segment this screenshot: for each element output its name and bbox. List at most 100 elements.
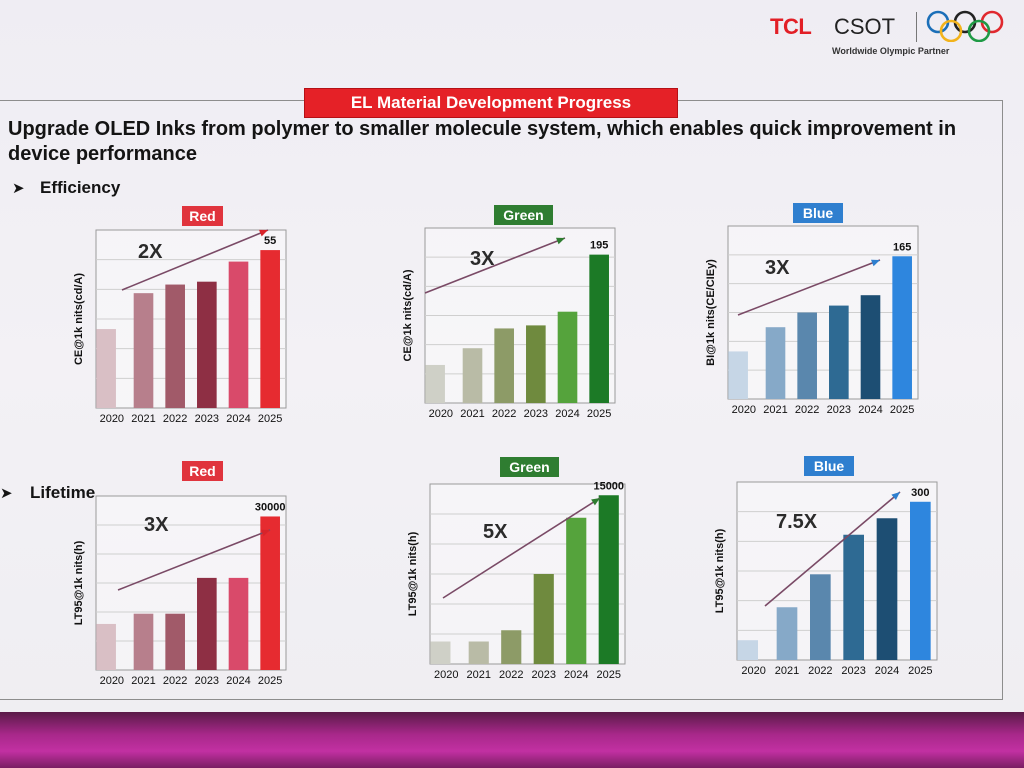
arrow-head-icon (556, 237, 565, 245)
chart-3: Blue BI@1k nits(CE/CIEy) 2020 2021 2022 2023 2… (705, 203, 919, 416)
chart-title: Green (509, 459, 549, 475)
bar-2023 (197, 281, 217, 408)
slide: TCL CSOT Worldwide Olympic Partner EL Ma… (0, 0, 1024, 730)
stage-background (0, 712, 1024, 768)
bar-2025 (910, 501, 931, 660)
trend-arrow (737, 259, 881, 316)
x-tick-label: 2025 (890, 404, 914, 416)
bar-2024 (228, 577, 249, 670)
bar-2021 (776, 607, 798, 660)
data-label: 55 (264, 235, 276, 247)
chart-title: Blue (814, 458, 845, 474)
bar-2024 (860, 295, 881, 399)
x-tick-label: 2024 (226, 675, 250, 687)
x-tick-label: 2022 (163, 675, 187, 687)
y-axis-label: BI@1k nits(CE/CIEy) (705, 259, 717, 366)
x-tick-label: 2020 (429, 408, 453, 420)
x-tick-label: 2020 (434, 669, 458, 681)
x-tick-label: 2022 (808, 665, 832, 677)
bar-2020 (737, 640, 758, 660)
bar-2022 (165, 613, 185, 670)
slide-title: EL Material Development Progress (304, 88, 678, 118)
bar-2020 (728, 351, 748, 399)
bar-2025 (892, 256, 912, 399)
chart-title-tag (793, 203, 843, 223)
bar-2022 (501, 630, 522, 664)
x-tick-label: 2024 (226, 413, 250, 425)
bar-2023 (197, 577, 217, 670)
y-axis-label: CE@1k nits(cd/A) (73, 273, 85, 365)
chart-title: Blue (803, 205, 834, 221)
x-tick-label: 2021 (131, 413, 155, 425)
bar-2025 (598, 495, 619, 664)
x-tick-label: 2024 (875, 665, 899, 677)
x-tick-label: 2023 (195, 675, 219, 687)
trend-arrow (764, 491, 901, 607)
chart-title-tag (500, 457, 559, 477)
olympic-partner-label: Worldwide Olympic Partner (832, 46, 950, 56)
chart-title-tag (804, 456, 854, 476)
x-tick-label: 2021 (775, 665, 799, 677)
growth-annotation: 2X (138, 241, 163, 263)
trend-arrow (121, 229, 269, 291)
bar-2021 (133, 293, 154, 408)
y-axis-label: LT95@1k nits(h) (714, 528, 726, 613)
bullet-efficiency-icon: ➤ (12, 180, 25, 197)
bar-2024 (876, 518, 898, 660)
bar-2023 (533, 574, 554, 664)
chart-title-tag (494, 205, 553, 225)
bar-2020 (96, 329, 116, 408)
arrow-head-icon (871, 259, 880, 267)
arrow-head-icon (261, 529, 270, 537)
section-efficiency: Efficiency (40, 178, 121, 197)
csot-logo: CSOT (834, 14, 896, 39)
x-tick-label: 2021 (467, 669, 491, 681)
x-tick-label: 2020 (741, 665, 765, 677)
x-tick-label: 2022 (163, 413, 187, 425)
x-tick-label: 2025 (597, 669, 621, 681)
x-tick-label: 2021 (763, 404, 787, 416)
bar-2021 (765, 327, 786, 399)
x-tick-label: 2022 (795, 404, 819, 416)
bar-2024 (557, 311, 578, 403)
y-axis-label: LT95@1k nits(h) (73, 540, 85, 625)
bar-2021 (133, 613, 154, 670)
charts-layer: Red CE@1k nits(cd/A) 2020 2021 2022 2023 2024 2… (73, 203, 938, 687)
bar-2020 (96, 623, 116, 670)
bar-2025 (589, 254, 609, 403)
x-tick-label: 2021 (131, 675, 155, 687)
data-label: 300 (911, 487, 929, 499)
chart-5: Green LT95@1k nits(h) 2020 2021 2022 2023 2024… (407, 457, 626, 681)
chart-title: Red (189, 208, 215, 224)
bar-2022 (810, 574, 831, 660)
x-tick-label: 2023 (195, 413, 219, 425)
y-axis-label: LT95@1k nits(h) (407, 531, 419, 616)
x-tick-label: 2024 (555, 408, 579, 420)
x-tick-label: 2023 (841, 665, 865, 677)
bar-2025 (260, 516, 280, 670)
arrow-head-icon (891, 492, 900, 501)
x-tick-label: 2023 (827, 404, 851, 416)
x-tick-label: 2023 (524, 408, 548, 420)
x-tick-label: 2024 (858, 404, 882, 416)
data-label: 15000 (593, 480, 624, 492)
x-tick-label: 2021 (460, 408, 484, 420)
x-tick-label: 2025 (258, 675, 282, 687)
chart-title-tag (182, 206, 223, 226)
chart-title: Green (503, 207, 543, 223)
bar-2022 (797, 312, 817, 399)
data-label: 165 (893, 241, 911, 253)
x-tick-label: 2020 (732, 404, 756, 416)
x-tick-label: 2025 (908, 665, 932, 677)
x-tick-label: 2023 (532, 669, 556, 681)
bar-2024 (566, 517, 587, 664)
x-tick-label: 2022 (492, 408, 516, 420)
growth-annotation: 7.5X (776, 511, 818, 533)
trend-arrow (117, 529, 271, 591)
arrow-head-icon (259, 229, 268, 237)
bar-2025 (260, 250, 280, 408)
arrow-head-icon (591, 498, 600, 506)
x-tick-label: 2020 (100, 413, 124, 425)
chart-title: Red (189, 463, 215, 479)
trend-arrow (424, 237, 566, 294)
